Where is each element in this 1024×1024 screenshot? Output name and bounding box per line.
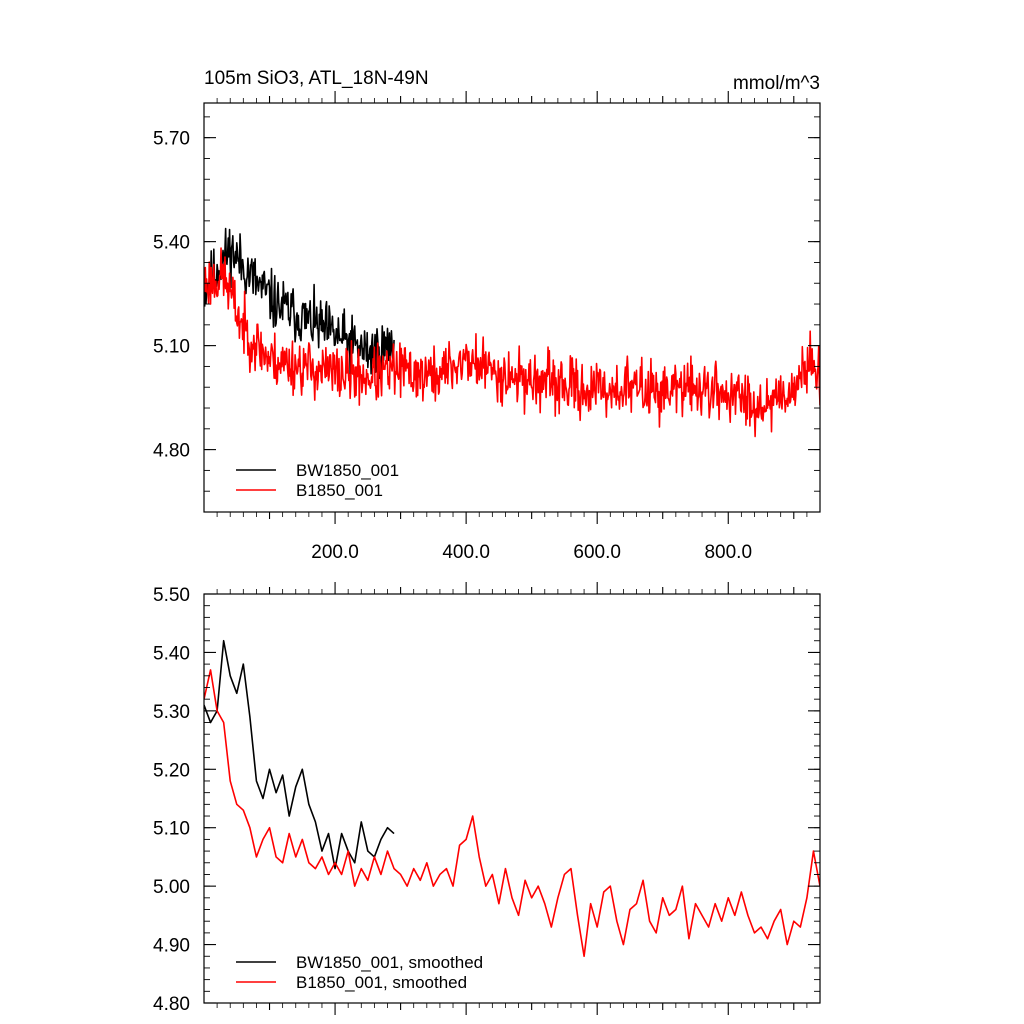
y-tick-label: 5.40 xyxy=(153,643,190,664)
units-label: mmol/m^3 xyxy=(733,73,820,94)
y-tick-label: 4.80 xyxy=(153,441,190,462)
y-tick-label: 5.10 xyxy=(153,337,190,358)
y-tick-label: 5.40 xyxy=(153,233,190,254)
legend-label: BW1850_001 xyxy=(296,461,399,480)
y-tick-label: 5.70 xyxy=(153,129,190,150)
chart-title: 105m SiO3, ATL_18N-49N xyxy=(204,68,429,89)
y-tick-label: 5.30 xyxy=(153,702,190,723)
y-tick-label: 4.80 xyxy=(153,994,190,1015)
x-tick-label: 600.0 xyxy=(573,542,621,563)
legend-label: B1850_001 xyxy=(296,481,383,500)
x-tick-label: 400.0 xyxy=(442,542,490,563)
series-line-0-1 xyxy=(204,247,820,438)
legend-label: B1850_001, smoothed xyxy=(296,973,467,992)
x-tick-label: 800.0 xyxy=(704,542,752,563)
y-tick-label: 5.00 xyxy=(153,877,190,898)
legend-label: BW1850_001, smoothed xyxy=(296,953,483,972)
x-tick-label: 200.0 xyxy=(311,542,359,563)
y-tick-label: 5.10 xyxy=(153,819,190,840)
y-tick-label: 5.20 xyxy=(153,760,190,781)
y-tick-label: 5.50 xyxy=(153,585,190,606)
series-line-0-0 xyxy=(204,227,395,379)
plot-frame xyxy=(203,593,821,1004)
y-tick-label: 4.90 xyxy=(153,936,190,957)
series-line-1-1 xyxy=(204,669,820,958)
series-line-1-0 xyxy=(204,639,395,870)
top-panel: 4.80 5.10 5.40 5.70 200.0 400.0 600.0 800.0 105m… xyxy=(153,68,821,563)
plot-frame xyxy=(203,102,821,513)
bottom-panel: 4.80 4.90 5.00 5.10 5.20 5.30 5.40 5.50 BW1850_0… xyxy=(153,582,821,1015)
